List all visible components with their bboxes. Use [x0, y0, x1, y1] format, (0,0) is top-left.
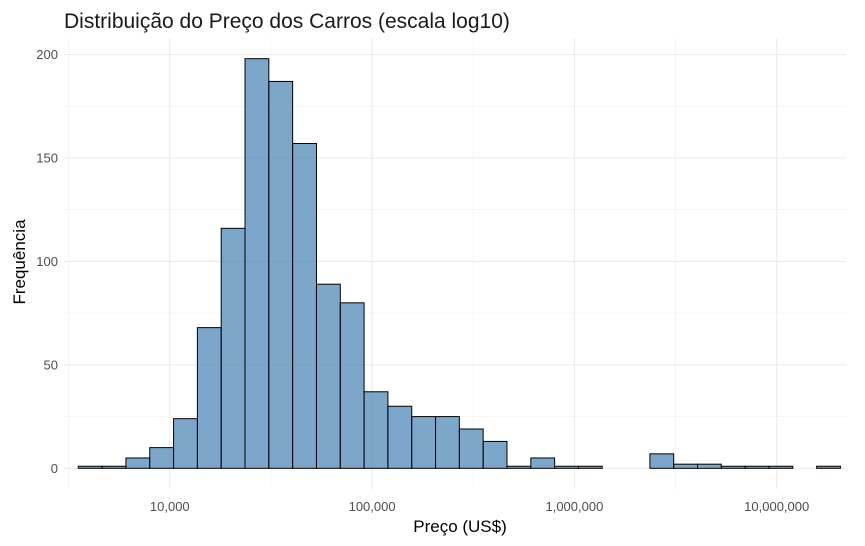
histogram-bar — [149, 447, 175, 469]
y-tick-label: 100 — [36, 254, 58, 269]
histogram-bar — [244, 58, 270, 469]
histogram-bar — [720, 465, 746, 469]
histogram-bar — [387, 405, 413, 469]
histogram-bar — [363, 391, 389, 469]
histogram-bar — [268, 80, 294, 469]
histogram-bar — [768, 465, 794, 469]
y-tick-label: 50 — [44, 357, 58, 372]
y-axis-title: Frequência — [10, 219, 29, 305]
histogram-bar — [649, 453, 675, 469]
histogram-bar — [77, 465, 103, 469]
x-axis-ticks: 10,000 100,000 1,000,000 10,000,000 — [150, 499, 809, 514]
histogram-bar — [411, 416, 437, 469]
histogram-bar — [506, 465, 532, 469]
histogram-bar — [315, 283, 341, 469]
y-tick-label: 0 — [51, 461, 58, 476]
histogram-bar — [482, 440, 508, 469]
histogram-bar — [816, 465, 841, 469]
histogram-bar — [554, 465, 579, 469]
histogram-bar — [435, 416, 460, 469]
histogram-bar — [101, 465, 127, 469]
histogram-bar — [125, 457, 151, 469]
x-tick-label: 10,000,000 — [744, 499, 809, 514]
histogram-bar — [744, 465, 770, 469]
histogram-bar — [577, 465, 603, 469]
histogram-bar — [292, 143, 317, 469]
y-tick-label: 200 — [36, 47, 58, 62]
histogram-bar — [196, 327, 222, 469]
histogram-bar — [220, 227, 246, 469]
histogram-bars — [77, 58, 841, 469]
histogram-bar — [697, 463, 722, 469]
x-tick-label: 10,000 — [150, 499, 190, 514]
y-tick-label: 150 — [36, 150, 58, 165]
y-axis-ticks: 0 50 100 150 200 — [36, 47, 58, 476]
chart-title: Distribuição do Preço dos Carros (escala… — [64, 10, 510, 33]
histogram-bar — [458, 428, 484, 469]
x-tick-label: 1,000,000 — [545, 499, 603, 514]
histogram-bar — [339, 302, 365, 469]
histogram-bar — [173, 418, 198, 469]
x-axis-title: Preço (US$) — [413, 517, 507, 536]
histogram-bar — [530, 457, 556, 469]
histogram-bar — [673, 463, 699, 469]
x-tick-label: 100,000 — [349, 499, 396, 514]
